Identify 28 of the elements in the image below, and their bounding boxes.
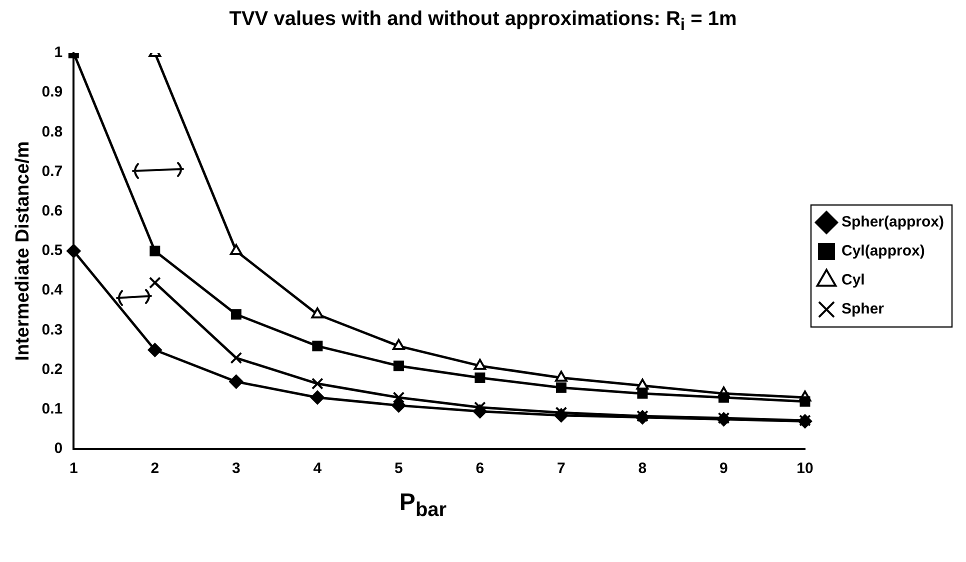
x-tick-label: 8 [638,460,647,478]
legend-label: Spher(approx) [841,214,944,231]
x-tick-label: 9 [720,460,728,478]
x-tick-label: 1 [69,460,78,478]
y-tick-label: 0.8 [42,123,63,140]
chart-title: TVV values with and without approximations: R$_{i}$ = 1m [228,8,738,35]
x-tick-label: 10 [796,460,814,478]
legend-label: Cyl [841,272,865,289]
x-tick-label: 6 [476,460,484,478]
y-tick-label: 0.1 [42,400,63,418]
y-tick-label: 0.6 [42,202,63,220]
legend-label: Spher [841,300,884,318]
y-tick-label: 0.5 [42,242,63,260]
x-tick-label: 3 [232,460,240,478]
legend-label: Cyl(approx) [841,242,925,260]
x-tick-label: 5 [394,460,403,478]
y-tick-label: 0.4 [42,282,64,299]
y-tick-label: 0.3 [42,321,63,338]
x-tick-label: 2 [150,460,160,478]
y-tick-label: 0 [54,440,63,458]
x-tick-label: 4 [313,460,322,478]
y-tick-label: 0.7 [42,162,63,180]
x-tick-label: 7 [557,460,566,478]
y-tick-label: 1 [54,44,63,62]
y-tick-label: 0.2 [42,360,63,378]
x-axis-title: P$_{bar}$ [398,489,448,522]
y-tick-label: 0.9 [42,84,63,101]
y-axis-title: Intermediate Distance/m [12,141,34,361]
